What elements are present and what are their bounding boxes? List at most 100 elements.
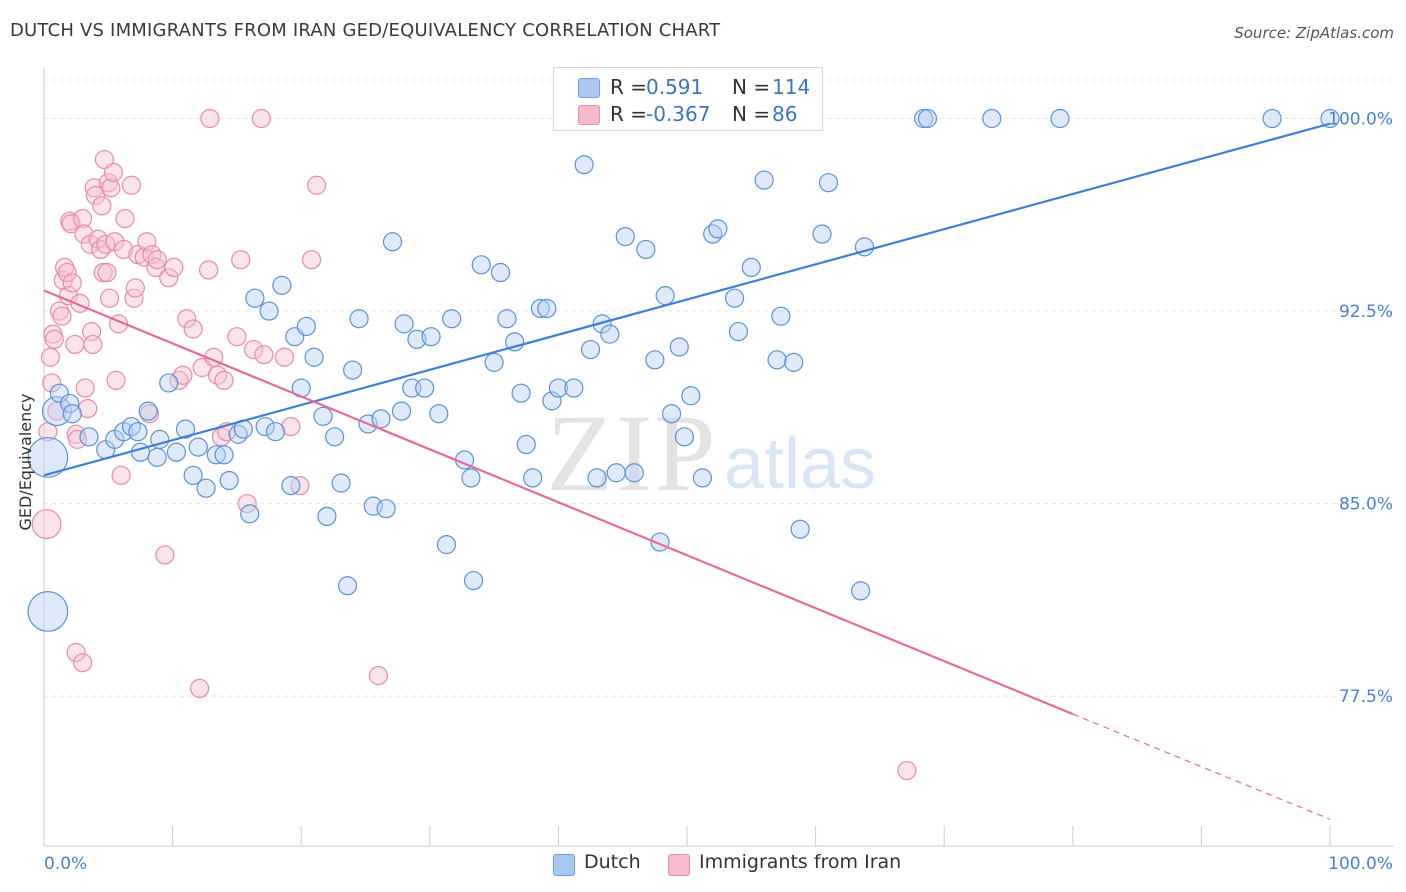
data-point	[49, 383, 70, 403]
data-point	[254, 345, 274, 365]
dutch-points	[27, 108, 1340, 632]
data-point	[147, 447, 167, 467]
data-point	[497, 309, 517, 329]
data-point	[83, 334, 103, 355]
data-point	[681, 386, 701, 406]
data-point	[106, 370, 126, 390]
data-point	[121, 416, 142, 437]
data-point	[407, 329, 427, 349]
data-point	[307, 175, 327, 195]
data-point	[391, 401, 412, 421]
data-point	[636, 239, 656, 260]
data-point	[917, 108, 938, 129]
data-point	[196, 478, 216, 498]
data-point	[272, 275, 292, 295]
legend-row-dutch: R = 0.591 N = 114	[554, 73, 822, 101]
data-point	[537, 298, 557, 319]
data-point	[371, 409, 391, 429]
data-point	[159, 373, 179, 393]
data-point	[111, 465, 131, 485]
data-point	[214, 370, 234, 390]
data-point	[84, 178, 104, 198]
data-point	[376, 499, 396, 519]
data-point	[754, 170, 774, 190]
bottom-swatch-iran	[668, 854, 690, 876]
data-point	[61, 214, 81, 234]
data-point	[66, 642, 86, 663]
axes	[43, 68, 1394, 847]
data-point	[415, 378, 435, 398]
data-point	[516, 434, 536, 455]
data-point	[548, 378, 569, 398]
data-point	[44, 329, 64, 349]
data-point	[296, 316, 316, 337]
trend-line-iran-extension	[1072, 713, 1331, 820]
data-point	[442, 309, 462, 329]
data-point	[368, 665, 388, 686]
data-point	[1320, 108, 1340, 129]
data-point	[49, 301, 70, 321]
data-point	[812, 224, 832, 244]
data-point	[436, 535, 457, 555]
data-point	[606, 463, 626, 483]
data-point	[137, 232, 157, 252]
data-point	[728, 321, 749, 342]
data-point	[85, 185, 106, 206]
y-tick-label: 100.0%	[1328, 110, 1393, 130]
watermark-zip: ZIP	[547, 392, 718, 514]
data-point	[166, 442, 187, 462]
data-point	[982, 108, 1002, 129]
legend-n-label: N =	[732, 75, 771, 99]
data-point	[669, 337, 689, 357]
tick-labels: 100.0% 92.5% 85.0% 77.5% 0.0% 100.0%	[44, 110, 1393, 874]
data-point	[62, 273, 82, 293]
data-point	[214, 445, 234, 465]
legend-n-label: N =	[732, 102, 771, 126]
data-point	[421, 327, 441, 347]
data-point	[349, 309, 369, 329]
data-point	[325, 427, 345, 447]
legend-swatch-dutch	[578, 78, 600, 98]
data-point	[72, 209, 93, 229]
data-point	[147, 250, 167, 270]
data-point	[97, 262, 117, 283]
data-point	[429, 404, 449, 424]
data-point	[54, 257, 75, 277]
data-point	[592, 314, 612, 334]
data-point	[244, 339, 264, 360]
data-point	[655, 286, 675, 306]
data-point	[72, 653, 93, 673]
data-point	[784, 352, 804, 372]
data-point	[177, 309, 197, 329]
data-point	[615, 226, 635, 247]
data-point	[227, 327, 247, 347]
data-point	[190, 678, 210, 699]
y-tick-label: 77.5%	[1339, 687, 1393, 707]
data-point	[304, 347, 324, 367]
y-tick-label: 92.5%	[1339, 302, 1393, 322]
data-point	[138, 401, 158, 421]
trend-line-dutch	[43, 122, 1331, 477]
legend-n-value: 114	[772, 75, 811, 99]
data-point	[208, 365, 228, 385]
data-point	[188, 437, 208, 457]
x-tick-label: 100.0%	[1328, 854, 1393, 874]
data-point	[52, 306, 72, 326]
data-point	[142, 244, 162, 265]
data-point	[337, 576, 358, 596]
data-point	[251, 108, 271, 129]
data-point	[724, 288, 745, 308]
legend-r-value: -0.367	[646, 102, 711, 126]
data-point	[65, 334, 85, 355]
data-point	[587, 468, 607, 488]
data-point	[27, 436, 69, 478]
data-point	[79, 427, 99, 447]
data-point	[58, 286, 79, 306]
data-point	[490, 262, 511, 283]
data-point	[580, 339, 601, 360]
data-point	[484, 352, 504, 372]
legend-r-value: 0.591	[646, 75, 704, 99]
data-point	[674, 427, 695, 447]
data-point	[331, 473, 351, 493]
